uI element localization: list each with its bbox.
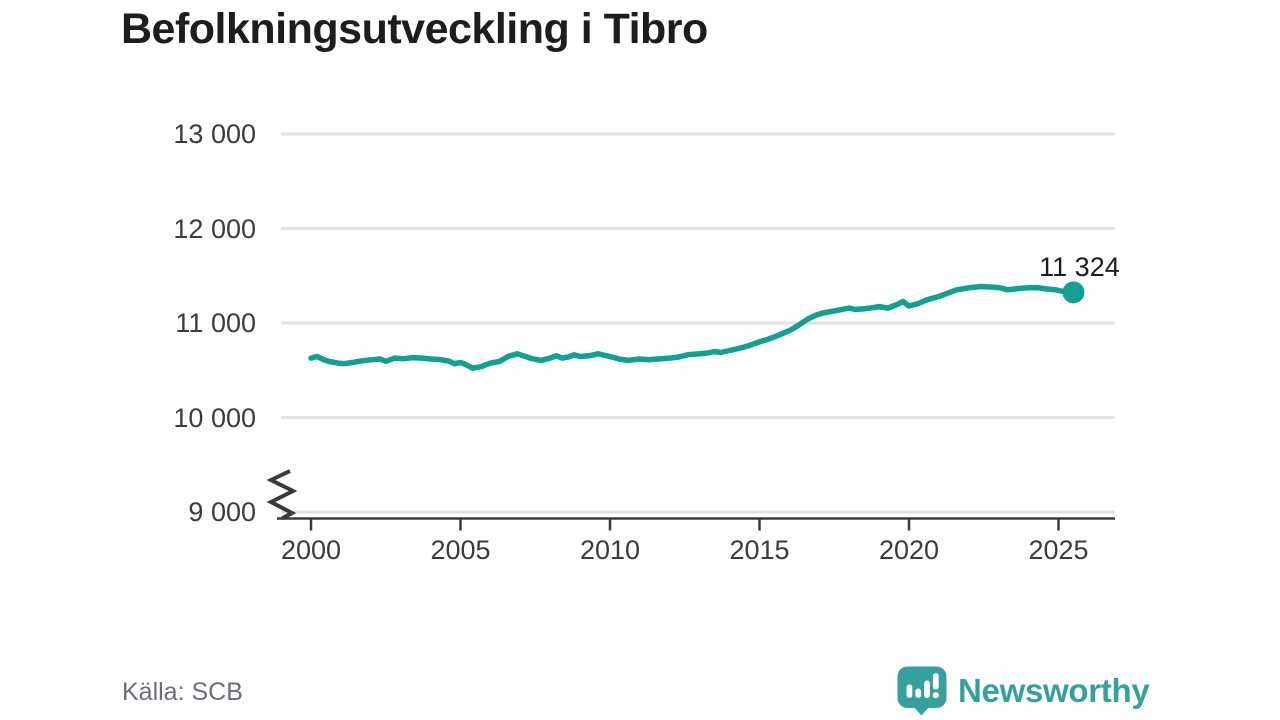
newsworthy-icon	[897, 666, 947, 716]
axis-break-icon	[266, 469, 298, 521]
newsworthy-wordmark: Newsworthy	[958, 672, 1150, 709]
y-tick-label: 11 000	[175, 308, 256, 338]
x-tick-label: 2020	[878, 535, 940, 565]
latest-value-dot	[1062, 281, 1085, 304]
x-tick-label: 2015	[729, 535, 790, 565]
source-caption: Källa: SCB	[122, 678, 243, 706]
y-tick-label: 12 000	[173, 213, 256, 244]
page-title: Befolkningsutveckling i Tibro	[121, 5, 708, 53]
population-series-line	[308, 283, 1077, 371]
x-tick-label: 2010	[579, 535, 641, 565]
y-tick-label: 13 000	[173, 119, 256, 149]
x-tick-label: 2000	[280, 535, 342, 565]
y-tick-label: 10 000	[173, 402, 256, 433]
latest-value-label: 11 324	[1039, 252, 1120, 283]
newsworthy-logo: Newsworthy	[896, 665, 1150, 716]
x-tick-label: 2005	[430, 535, 491, 565]
y-tick-label: 9 000	[188, 497, 256, 527]
x-tick-label: 2025	[1028, 535, 1089, 565]
